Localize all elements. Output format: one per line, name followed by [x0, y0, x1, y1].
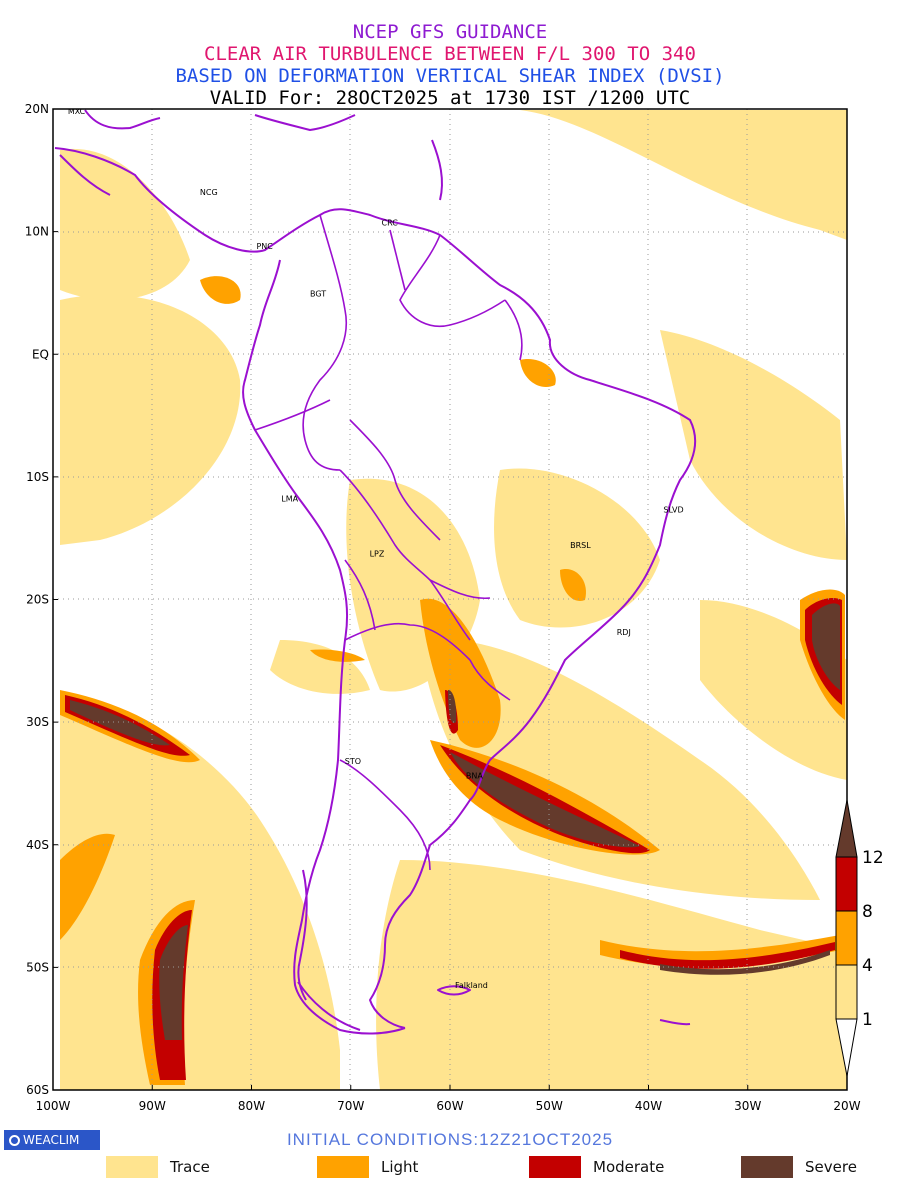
- legend-swatch-light: [317, 1156, 369, 1178]
- title-product: CLEAR AIR TURBULENCE BETWEEN F/L 300 TO …: [204, 43, 696, 65]
- lat-label: 20S: [26, 593, 49, 607]
- legend-item-moderate: Moderate: [529, 1156, 664, 1178]
- colorbar-bottom-extension: [835, 1018, 858, 1077]
- city-label: LMA: [281, 494, 298, 503]
- title-model: NCEP GFS GUIDANCE: [352, 21, 548, 43]
- legend-label-severe: Severe: [805, 1158, 857, 1176]
- city-label: SLVD: [663, 505, 683, 514]
- colorbar-level-8: 8: [862, 902, 873, 922]
- colorbar-trace: [835, 964, 858, 1020]
- colorbar-level-4: 4: [862, 956, 873, 976]
- country-borders: [254, 214, 523, 871]
- turbulence-severe-areas: [70, 603, 840, 1040]
- lon-label: 90W: [139, 1099, 166, 1113]
- lon-label: 20W: [833, 1099, 860, 1113]
- colorbar-level-1: 1: [862, 1010, 873, 1030]
- legend-swatch-severe: [741, 1156, 793, 1178]
- lon-label: 30W: [734, 1099, 761, 1113]
- lat-label: EQ: [32, 347, 49, 361]
- legend-item-severe: Severe: [741, 1156, 857, 1178]
- coastlines: [54, 109, 697, 1035]
- colorbar-moderate: [835, 856, 858, 912]
- lat-label: 50S: [26, 960, 49, 974]
- city-label: STO: [345, 757, 361, 766]
- longitude-labels: 100W 90W 80W 70W 60W 50W 40W 30W 20W: [36, 1099, 861, 1113]
- lat-label: 10S: [26, 470, 49, 484]
- lon-label: 80W: [238, 1099, 265, 1113]
- lat-label: 40S: [26, 838, 49, 852]
- legend-label-moderate: Moderate: [593, 1158, 665, 1176]
- city-label: PNC: [256, 242, 273, 251]
- lat-label: 10N: [25, 225, 49, 239]
- logo-text: WEACLIM: [23, 1133, 80, 1147]
- city-label: LPZ: [370, 550, 385, 559]
- turbulence-trace-areas: [60, 110, 847, 1090]
- colorbar: 12 8 4 1: [835, 799, 884, 1077]
- lon-label: 60W: [436, 1099, 463, 1113]
- lon-label: 70W: [337, 1099, 364, 1113]
- axis-ticks: [52, 108, 848, 1091]
- lon-label: 100W: [36, 1099, 71, 1113]
- latitude-labels: 20N 10N EQ 10S 20S 30S 40S 50S 60S: [25, 102, 49, 1097]
- lat-label: 30S: [26, 715, 49, 729]
- lat-label: 60S: [26, 1083, 49, 1097]
- initial-conditions: INITIAL CONDITIONS:12Z21OCT2025: [286, 1130, 614, 1149]
- colorbar-top-extension: [835, 799, 858, 858]
- city-label: RDJ: [617, 628, 631, 637]
- legend-label-light: Light: [381, 1158, 419, 1176]
- city-label: Falkland: [455, 981, 488, 990]
- colorbar-level-12: 12: [862, 848, 884, 868]
- weaclim-logo: WEACLIM: [4, 1130, 100, 1150]
- legend-swatch-trace: [106, 1156, 158, 1178]
- logo-ring-icon: [9, 1135, 20, 1146]
- legend-label-trace: Trace: [170, 1158, 210, 1176]
- city-label: BRSL: [570, 541, 591, 550]
- city-label: MXC: [68, 107, 86, 116]
- colorbar-light: [835, 910, 858, 966]
- legend-swatch-moderate: [529, 1156, 581, 1178]
- city-labels: MXC NCG PNC BGT CRC LMA LPZ SLVD BRSL RDJ STO BNA Fa…: [68, 107, 684, 990]
- lat-label: 20N: [25, 102, 49, 116]
- title-method: BASED ON DEFORMATION VERTICAL SHEAR INDE…: [175, 65, 725, 87]
- legend-item-light: Light: [317, 1156, 418, 1178]
- lon-label: 40W: [635, 1099, 662, 1113]
- city-label: CRC: [382, 218, 399, 227]
- title-valid-time: VALID For: 28OCT2025 at 1730 IST /1200 U…: [209, 87, 691, 109]
- map-grid: [53, 109, 847, 1090]
- city-label: BGT: [310, 290, 326, 299]
- city-label: NCG: [200, 188, 218, 197]
- legend-item-trace: Trace: [106, 1156, 210, 1178]
- lon-label: 50W: [536, 1099, 563, 1113]
- city-label: BNA: [466, 772, 483, 781]
